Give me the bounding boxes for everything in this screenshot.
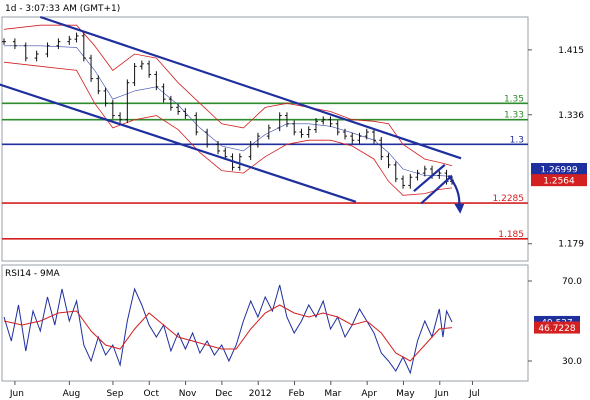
price-value-label: 1.26999 <box>540 165 577 175</box>
trend-channel-line <box>0 83 357 203</box>
rsi-layer <box>3 284 453 375</box>
trend-channel-line <box>39 15 462 160</box>
level-label: 1.2285 <box>493 194 525 204</box>
level-label: 1.3 <box>510 135 524 145</box>
x-axis-label: Apr <box>361 389 377 399</box>
rsi-axis-label: 30.0 <box>562 357 582 367</box>
level-label: 1.35 <box>504 94 524 104</box>
x-axis-label: Oct <box>143 389 159 399</box>
x-axis-label: Jun <box>434 389 449 399</box>
rsi-title: RSI14 - 9MA <box>5 269 61 279</box>
x-axis-label: Feb <box>289 389 305 399</box>
price-layer: 1.35 1.33 1.3 1.2285 1.185 <box>0 15 528 240</box>
trend-channel-line <box>420 174 453 205</box>
x-axis-label: Jul <box>468 389 480 399</box>
x-axis-label: Jun <box>9 389 24 399</box>
x-axis-label: Dec <box>215 389 232 399</box>
chart-title: 1d - 3:07:33 AM (GMT+1) <box>5 4 120 14</box>
price-value-box <box>531 174 587 187</box>
price-axis-label: 1.415 <box>558 46 584 56</box>
price-value-label: 1.2564 <box>543 177 575 187</box>
rsi-series-rsi14 <box>3 284 453 375</box>
x-axis-label: 2012 <box>249 389 272 399</box>
x-axis-label: Sep <box>106 389 123 399</box>
x-axis-label: Mar <box>324 389 341 399</box>
rsi-panel <box>1 264 529 382</box>
price-axis-label: 1.179 <box>558 240 584 250</box>
x-axis-label: Aug <box>63 389 81 399</box>
x-axis-label: Nov <box>179 389 197 399</box>
bollinger-upper-line <box>3 24 453 167</box>
rsi-axis-label: 70.0 <box>562 277 582 287</box>
rsi-value-label: 46.7228 <box>538 324 575 334</box>
level-label: 1.185 <box>498 230 524 240</box>
axis-layer: 1.4151.3361.1791.269991.258791.256470.03… <box>9 46 587 399</box>
forecast-arrow-head <box>454 203 465 214</box>
rsi-value-box <box>534 321 580 334</box>
trend-channel-line <box>413 164 446 193</box>
price-axis-label: 1.336 <box>558 111 584 121</box>
bollinger-middle-line <box>4 45 453 177</box>
level-label: 1.33 <box>504 111 524 121</box>
x-axis-label: May <box>396 389 415 399</box>
price-value-box <box>531 162 587 175</box>
forecast-arrow-line <box>447 174 461 206</box>
price-panel <box>1 16 529 262</box>
rsi-series-9ma <box>3 304 453 362</box>
bollinger-lower-line <box>3 61 453 196</box>
